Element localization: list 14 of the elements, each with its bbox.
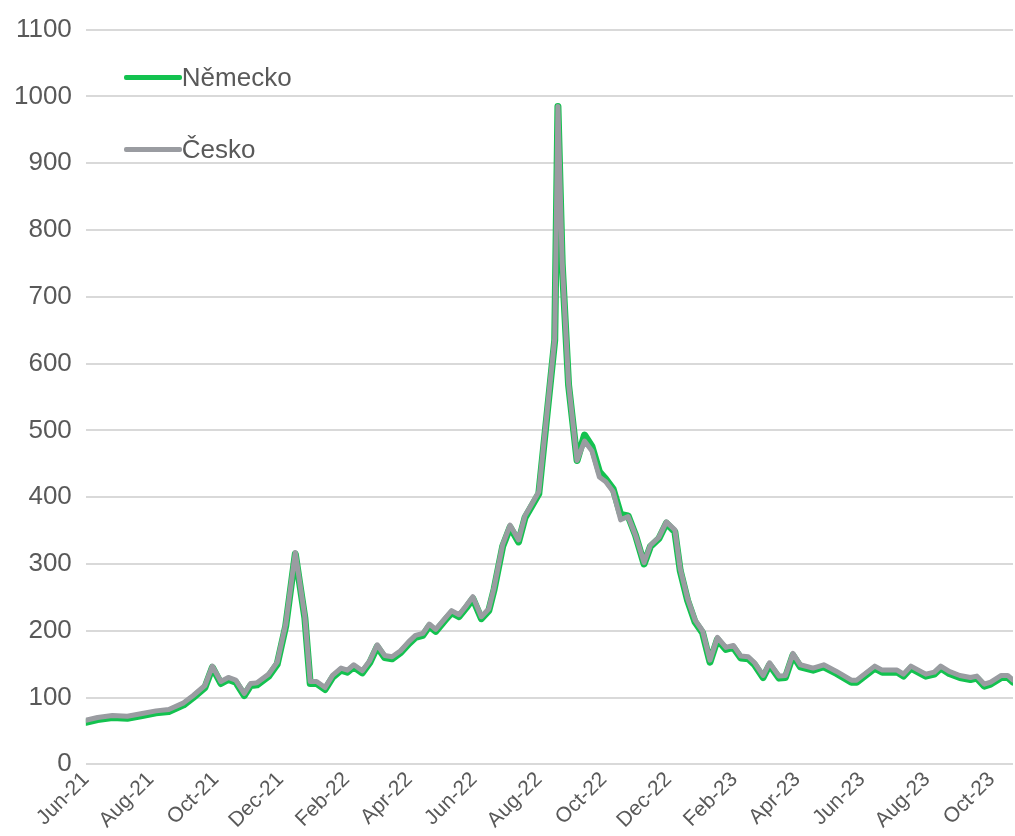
y-tick-label: 1100 — [15, 12, 72, 43]
y-tick-label: 200 — [28, 613, 72, 644]
y-tick-label: 100 — [28, 680, 72, 711]
y-tick-label: 500 — [28, 413, 72, 444]
y-tick-label: 300 — [28, 547, 72, 578]
y-tick-label: 600 — [28, 346, 72, 377]
y-tick-label: 700 — [28, 279, 72, 310]
legend-label: Česko — [181, 134, 256, 166]
legend-label: Německo — [181, 62, 292, 94]
y-tick-label: 1000 — [14, 79, 72, 110]
y-tick-label: 900 — [28, 146, 72, 177]
y-tick-label: 400 — [28, 480, 72, 511]
y-tick-label: 0 — [57, 747, 72, 778]
y-tick-label: 800 — [28, 213, 72, 244]
